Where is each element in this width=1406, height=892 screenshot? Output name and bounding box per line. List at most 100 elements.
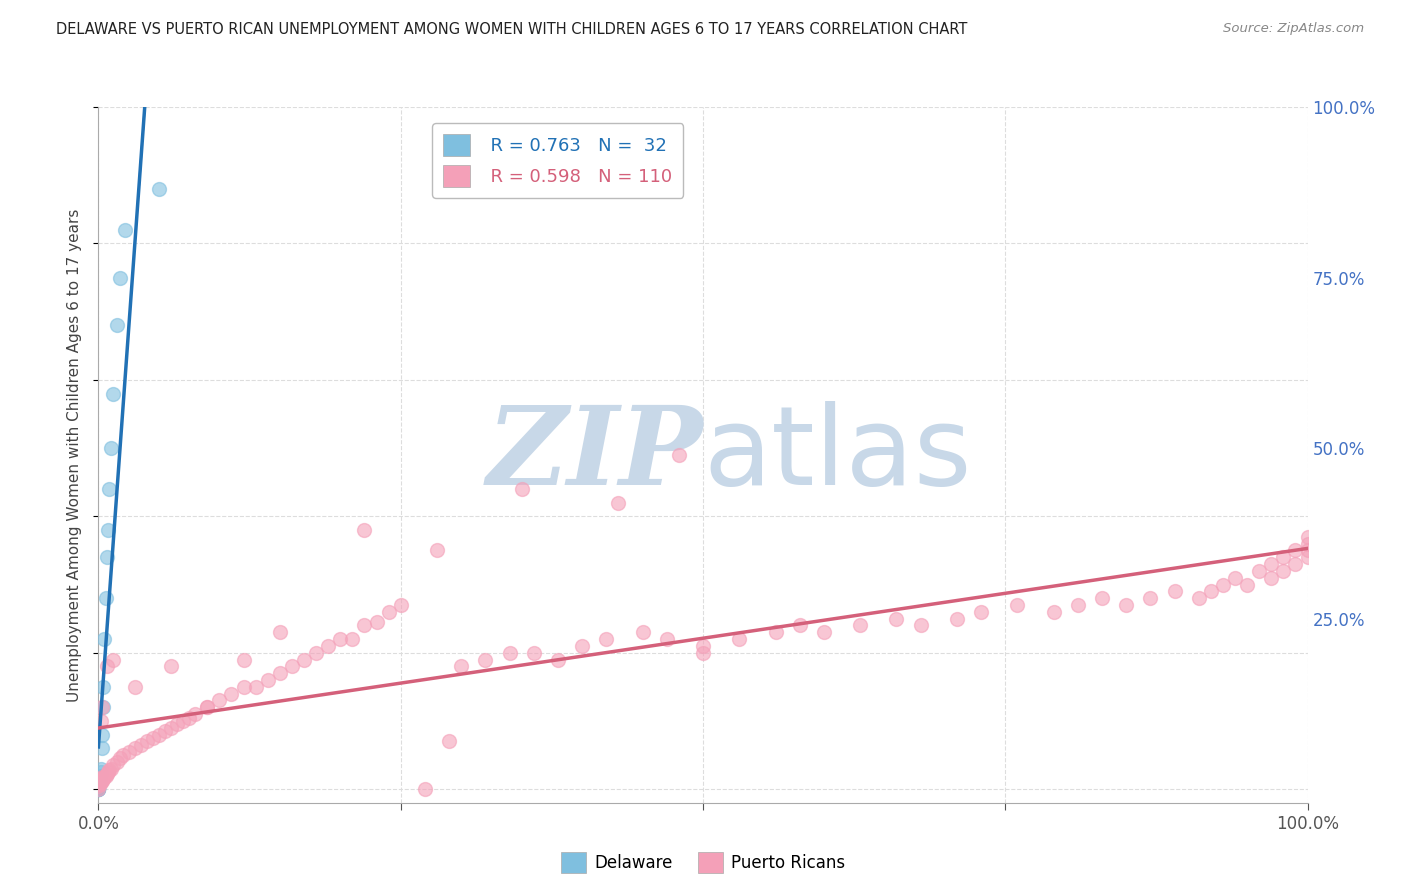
Legend: Delaware, Puerto Ricans: Delaware, Puerto Ricans xyxy=(554,846,852,880)
Point xyxy=(655,632,678,646)
Point xyxy=(124,680,146,694)
Point xyxy=(87,775,110,789)
Point xyxy=(195,700,218,714)
Point xyxy=(87,782,110,797)
Point xyxy=(281,659,304,673)
Point xyxy=(111,747,134,762)
Point xyxy=(426,543,449,558)
Point xyxy=(87,777,110,791)
Point xyxy=(329,632,352,646)
Text: DELAWARE VS PUERTO RICAN UNEMPLOYMENT AMONG WOMEN WITH CHILDREN AGES 6 TO 17 YEA: DELAWARE VS PUERTO RICAN UNEMPLOYMENT AM… xyxy=(56,22,967,37)
Point xyxy=(87,772,110,786)
Point xyxy=(87,782,110,797)
Point xyxy=(316,639,339,653)
Point xyxy=(1284,557,1306,571)
Point xyxy=(91,772,114,786)
Point xyxy=(1188,591,1211,606)
Point xyxy=(232,680,254,694)
Point xyxy=(1007,598,1029,612)
Point xyxy=(87,776,110,790)
Point xyxy=(108,751,131,765)
Point xyxy=(96,550,118,565)
Legend:   R = 0.763   N =  32,   R = 0.598   N = 110: R = 0.763 N = 32, R = 0.598 N = 110 xyxy=(433,123,683,198)
Point xyxy=(1067,598,1090,612)
Point xyxy=(1296,536,1319,550)
Point xyxy=(160,659,183,673)
Point xyxy=(668,448,690,462)
Point xyxy=(595,632,617,646)
Point xyxy=(631,625,654,640)
Point xyxy=(292,652,315,666)
Point xyxy=(87,782,110,797)
Point xyxy=(342,632,364,646)
Point xyxy=(571,639,593,653)
Point xyxy=(96,659,118,673)
Point xyxy=(474,652,496,666)
Point xyxy=(547,652,569,666)
Point xyxy=(208,693,231,707)
Point xyxy=(1260,557,1282,571)
Point xyxy=(89,777,111,791)
Point xyxy=(1272,564,1295,578)
Point xyxy=(1260,571,1282,585)
Point xyxy=(1163,584,1185,599)
Point xyxy=(813,625,835,640)
Point xyxy=(89,772,111,786)
Point xyxy=(135,734,157,748)
Point xyxy=(353,523,375,537)
Point xyxy=(221,687,243,701)
Point xyxy=(728,632,751,646)
Point xyxy=(1091,591,1114,606)
Point xyxy=(692,639,714,653)
Point xyxy=(90,714,112,728)
Point xyxy=(256,673,278,687)
Point xyxy=(1249,564,1271,578)
Point xyxy=(166,717,188,731)
Point xyxy=(97,523,120,537)
Point xyxy=(100,762,122,776)
Point xyxy=(1236,577,1258,591)
Point xyxy=(90,762,112,776)
Point xyxy=(437,734,460,748)
Point xyxy=(142,731,165,745)
Point xyxy=(105,755,128,769)
Point xyxy=(692,646,714,660)
Point xyxy=(1115,598,1137,612)
Point xyxy=(353,618,375,632)
Point xyxy=(87,782,110,797)
Point xyxy=(450,659,472,673)
Point xyxy=(413,782,436,797)
Point xyxy=(91,770,114,784)
Point xyxy=(184,707,207,722)
Point xyxy=(269,666,291,681)
Point xyxy=(87,779,110,793)
Point xyxy=(98,482,121,496)
Point xyxy=(389,598,412,612)
Point xyxy=(232,652,254,666)
Point xyxy=(179,710,201,724)
Point xyxy=(100,441,122,455)
Point xyxy=(93,632,115,646)
Point xyxy=(1296,530,1319,544)
Point xyxy=(98,763,121,777)
Point xyxy=(1139,591,1161,606)
Point xyxy=(377,605,399,619)
Point xyxy=(87,777,110,791)
Point xyxy=(105,318,128,333)
Point xyxy=(510,482,533,496)
Point xyxy=(245,680,267,694)
Point xyxy=(124,741,146,756)
Point xyxy=(91,728,114,742)
Point xyxy=(94,591,117,606)
Point xyxy=(90,765,112,780)
Point xyxy=(1223,571,1246,585)
Point xyxy=(195,700,218,714)
Point xyxy=(789,618,811,632)
Point xyxy=(94,768,117,782)
Point xyxy=(849,618,872,632)
Point xyxy=(607,496,630,510)
Point xyxy=(87,774,110,789)
Point xyxy=(101,758,124,772)
Point xyxy=(886,612,908,626)
Point xyxy=(93,770,115,784)
